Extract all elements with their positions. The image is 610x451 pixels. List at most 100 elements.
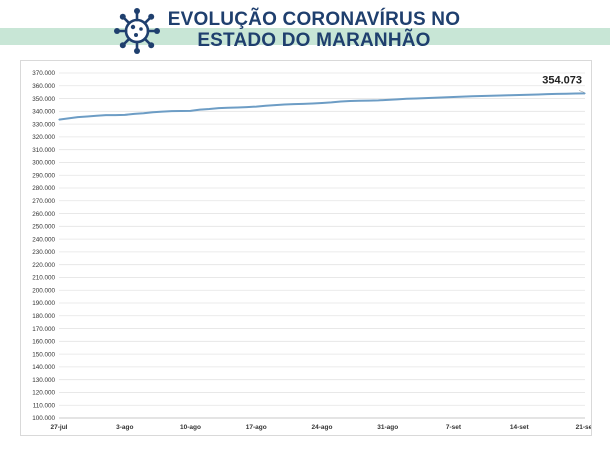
x-tick-label: 21-set <box>576 424 591 431</box>
y-tick-label: 240.000 <box>32 236 55 243</box>
data-point <box>368 100 370 102</box>
data-point <box>330 101 332 103</box>
y-tick-label: 190.000 <box>32 300 55 307</box>
data-point <box>227 107 229 109</box>
data-point <box>462 96 464 98</box>
data-point <box>349 100 351 102</box>
y-tick-label: 200.000 <box>32 287 55 294</box>
data-point <box>358 100 361 102</box>
data-point <box>490 95 492 97</box>
data-point <box>67 117 69 119</box>
data-point <box>77 116 79 118</box>
data-point <box>152 111 154 113</box>
data-point <box>405 98 408 100</box>
x-tick-label: 31-ago <box>377 424 398 431</box>
y-tick-label: 130.000 <box>32 377 55 384</box>
y-tick-label: 260.000 <box>32 211 55 218</box>
data-point <box>180 110 182 112</box>
y-tick-label: 150.000 <box>32 351 55 358</box>
y-tick-label: 170.000 <box>32 326 55 333</box>
x-tick-label: 14-set <box>510 424 530 431</box>
data-point <box>340 100 342 103</box>
series-polyline <box>58 92 586 121</box>
data-point <box>537 93 539 96</box>
y-tick-label: 140.000 <box>32 364 55 371</box>
data-point <box>246 106 248 108</box>
data-point <box>255 106 257 108</box>
y-tick-label: 290.000 <box>32 172 55 179</box>
data-point <box>58 119 60 121</box>
data-point <box>518 94 520 96</box>
title-line-2: ESTADO DO MARANHÃO <box>197 30 431 51</box>
y-tick-label: 350.000 <box>32 96 55 103</box>
data-point <box>415 97 417 100</box>
y-axis-ticks: 100.000 110.000 120.000 130.000 140.000 150.0… <box>32 70 55 422</box>
line-chart: 100.000 110.000 120.000 130.000 140.000 150.0… <box>32 70 591 431</box>
data-point <box>452 96 455 98</box>
data-point <box>481 95 483 97</box>
y-tick-label: 330.000 <box>32 121 55 128</box>
y-tick-label: 340.000 <box>32 109 55 116</box>
data-point <box>321 102 323 104</box>
y-tick-label: 360.000 <box>32 83 55 90</box>
data-point <box>265 105 267 107</box>
y-tick-label: 250.000 <box>32 224 55 231</box>
y-tick-label: 230.000 <box>32 249 55 256</box>
y-tick-label: 120.000 <box>32 390 55 397</box>
x-axis-ticks: 27-jul 3-ago 10-ago 17-ago 24-ago 31-ago 7-set… <box>51 424 591 431</box>
y-tick-label: 300.000 <box>32 160 55 167</box>
data-point <box>556 93 558 95</box>
data-point <box>471 95 473 97</box>
y-tick-label: 220.000 <box>32 262 55 269</box>
data-point <box>434 97 436 99</box>
data-point <box>424 97 426 99</box>
data-point <box>133 113 135 115</box>
x-tick-label: 10-ago <box>180 424 201 431</box>
data-point <box>575 92 577 95</box>
data-point <box>396 98 398 100</box>
data-point <box>199 109 201 111</box>
x-tick-label: 27-jul <box>51 424 68 431</box>
data-point <box>161 110 163 113</box>
data-point <box>499 94 502 97</box>
data-point <box>283 103 286 106</box>
data-point <box>236 106 239 109</box>
x-tick-label: 24-ago <box>312 424 333 431</box>
title-line-1: EVOLUÇÃO CORONAVÍRUS NO <box>167 9 461 30</box>
page-title: EVOLUÇÃO CORONAVÍRUS NO ESTADO DO MARANH… <box>158 9 470 51</box>
x-tick-label: 3-ago <box>116 424 133 431</box>
y-tick-label: 110.000 <box>33 402 56 409</box>
y-tick-label: 270.000 <box>32 198 55 205</box>
y-tick-label: 370.000 <box>32 70 55 77</box>
data-point <box>584 92 586 94</box>
data-point <box>95 115 98 117</box>
chart-frame: 100.000 110.000 120.000 130.000 140.000 150.0… <box>20 60 592 436</box>
data-point <box>86 115 88 118</box>
header: EVOLUÇÃO CORONAVÍRUS NO ESTADO DO MARANH… <box>0 0 610 58</box>
data-point <box>171 110 173 112</box>
data-point <box>509 94 511 96</box>
data-point <box>546 93 549 95</box>
x-tick-label: 7-set <box>446 424 462 431</box>
gridlines <box>59 72 585 419</box>
data-point <box>105 114 107 116</box>
y-tick-label: 280.000 <box>32 185 55 192</box>
y-tick-label: 320.000 <box>32 134 55 141</box>
y-tick-label: 160.000 <box>32 339 55 346</box>
data-point <box>142 112 145 114</box>
data-point <box>312 102 314 105</box>
end-label-leader <box>578 90 585 93</box>
data-point <box>124 114 126 116</box>
series-line <box>58 90 586 121</box>
data-point <box>218 107 220 109</box>
y-tick-label: 310.000 <box>32 147 55 154</box>
y-tick-label: 210.000 <box>32 275 55 282</box>
data-point <box>443 96 445 99</box>
end-value-label: 354.073 <box>542 74 582 86</box>
data-point <box>528 94 530 96</box>
data-point <box>114 114 116 116</box>
data-point <box>293 103 295 105</box>
data-point <box>189 110 192 112</box>
virus-icon <box>114 8 160 54</box>
data-point <box>208 108 210 110</box>
